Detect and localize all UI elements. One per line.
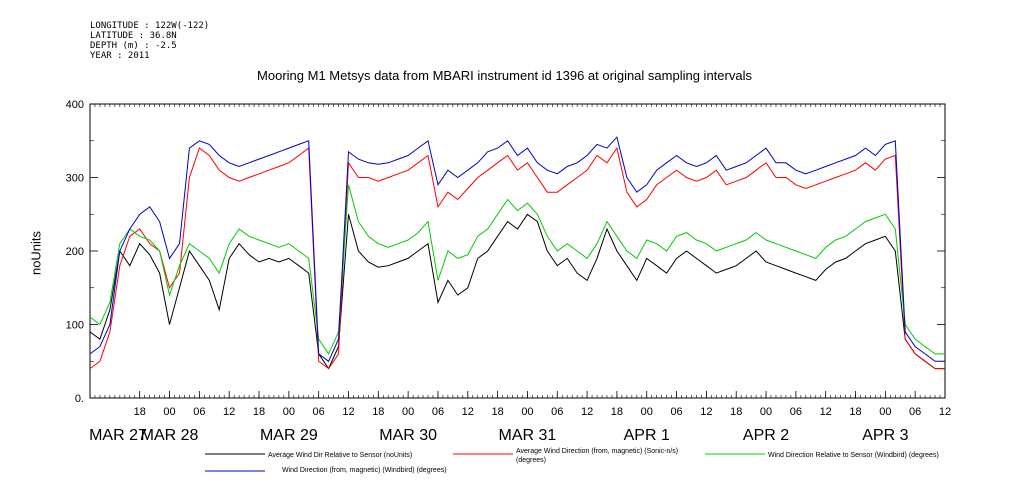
x-hour-label: 12 (700, 406, 712, 418)
x-hour-label: 18 (730, 406, 742, 418)
x-date-label: MAR 31 (499, 427, 557, 444)
x-hour-label: 18 (372, 406, 384, 418)
x-hour-label: 00 (641, 406, 653, 418)
y-tick-label: 300 (66, 173, 84, 185)
legend-label-blue: Wind Direction (from, magnetic) (Windbir… (282, 467, 447, 474)
x-hour-label: 18 (491, 406, 503, 418)
x-hour-label: 06 (909, 406, 921, 418)
x-hour-label: 00 (163, 406, 175, 418)
y-tick-label: 0. (75, 393, 84, 405)
x-hour-label: 12 (581, 406, 593, 418)
x-date-label: MAR 29 (260, 427, 318, 444)
x-hour-label: 12 (462, 406, 474, 418)
x-hour-label: 00 (283, 406, 295, 418)
longitude-label: LONGITUDE : 122W(-122) (90, 21, 210, 31)
legend-label-green: Wind Direction Relative to Sensor (Windb… (768, 452, 939, 459)
x-hour-label: 18 (611, 406, 623, 418)
x-date-label: APR 1 (624, 427, 670, 444)
x-date-label: MAR 28 (141, 427, 199, 444)
series-line-1 (89, 146, 945, 370)
x-hour-label: 12 (820, 406, 832, 418)
chart-title: Mooring M1 Metsys data from MBARI instru… (257, 68, 752, 83)
plot-frame (89, 103, 946, 399)
x-hour-label: 00 (879, 406, 891, 418)
series-line-2 (89, 184, 945, 355)
legend-label-black: Average Wind Dir Relative to Sensor (noU… (268, 452, 413, 459)
x-date-label: APR 3 (862, 427, 908, 444)
x-hour-label: 06 (551, 406, 563, 418)
y-tick-label: 200 (66, 246, 84, 258)
x-date-label: MAR 30 (379, 427, 437, 444)
x-hour-label: 06 (193, 406, 205, 418)
y-tick-label: 400 (66, 99, 84, 111)
metadata-block: LONGITUDE : 122W(-122) LATITUDE : 36.8N … (90, 21, 209, 61)
x-hour-label: 06 (670, 406, 682, 418)
x-hour-label: 00 (760, 406, 772, 418)
x-hour-label: 12 (342, 406, 354, 418)
x-hour-label: 00 (402, 406, 414, 418)
x-hour-label: 12 (223, 406, 235, 418)
latitude-label: LATITUDE : 36.8N (90, 31, 177, 41)
x-hour-label: 06 (790, 406, 802, 418)
series-line-3 (89, 136, 945, 363)
y-tick-label: 100 (66, 320, 84, 332)
x-hour-label: 18 (134, 406, 146, 418)
series-line-0 (89, 213, 945, 370)
x-hour-label: 00 (521, 406, 533, 418)
legend-label-red: Average Wind Direction (from, magnetic) … (516, 448, 679, 464)
x-hour-label: 06 (432, 406, 444, 418)
depth-label: DEPTH (m) : -2.5 (90, 41, 177, 51)
x-date-label: APR 2 (743, 427, 789, 444)
year-label: YEAR : 2011 (90, 51, 150, 61)
x-hour-label: 12 (939, 406, 951, 418)
x-hour-label: 18 (849, 406, 861, 418)
x-hour-label: 06 (313, 406, 325, 418)
x-hour-label: 18 (253, 406, 265, 418)
x-date-label: MAR 27 (89, 427, 147, 444)
